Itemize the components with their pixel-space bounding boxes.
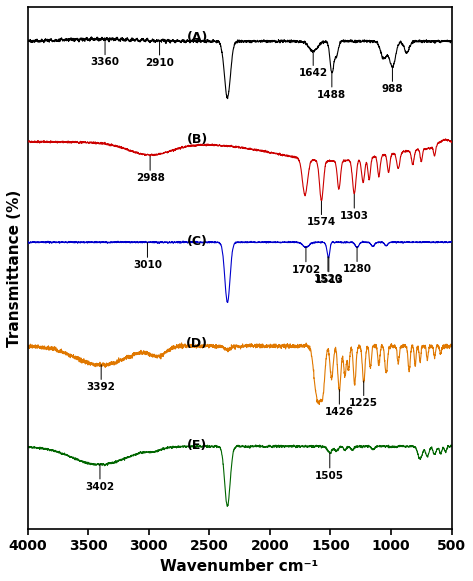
Text: 1702: 1702	[291, 247, 321, 275]
Text: 1225: 1225	[349, 381, 378, 408]
Text: 1505: 1505	[315, 453, 344, 480]
Text: 3402: 3402	[86, 464, 114, 492]
Text: 2910: 2910	[145, 41, 174, 68]
Text: 2988: 2988	[136, 156, 165, 183]
Text: 1642: 1642	[298, 51, 328, 78]
Text: 1513: 1513	[315, 257, 343, 285]
Text: 1426: 1426	[325, 389, 354, 417]
X-axis label: Wavenumber cm⁻¹: Wavenumber cm⁻¹	[160, 559, 319, 574]
Text: (D): (D)	[186, 336, 208, 350]
Text: 1488: 1488	[317, 73, 346, 100]
Text: 1280: 1280	[342, 247, 372, 274]
Text: 1574: 1574	[307, 200, 336, 227]
Text: 1303: 1303	[340, 193, 369, 221]
Text: (A): (A)	[186, 31, 208, 44]
Text: 988: 988	[382, 67, 403, 94]
Text: 1520: 1520	[314, 257, 342, 284]
Text: (C): (C)	[187, 235, 208, 248]
Y-axis label: Transmittance (%): Transmittance (%)	[7, 189, 22, 347]
Text: 3360: 3360	[90, 40, 120, 67]
Text: 3392: 3392	[87, 365, 115, 392]
Text: 3010: 3010	[133, 243, 162, 270]
Text: (B): (B)	[186, 132, 208, 146]
Text: (E): (E)	[187, 439, 207, 451]
